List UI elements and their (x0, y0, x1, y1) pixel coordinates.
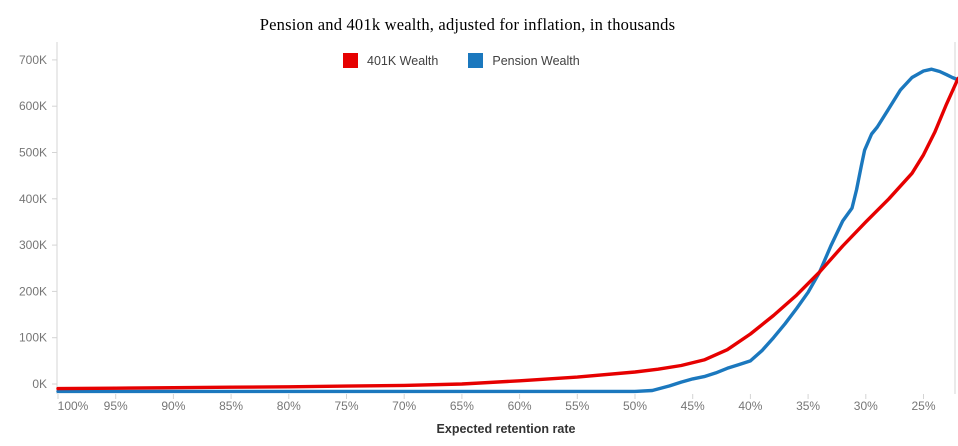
x-tick-label: 40% (738, 399, 762, 413)
x-tick-label: 70% (392, 399, 416, 413)
legend-label-401k: 401K Wealth (367, 53, 439, 68)
legend: 401K Wealth Pension Wealth (343, 53, 580, 68)
x-tick-label: 35% (796, 399, 820, 413)
x-tick-label: 85% (219, 399, 243, 413)
y-tick-label: 200K (19, 284, 47, 298)
y-tick-label: 100K (19, 331, 47, 345)
legend-item-pension-wealth[interactable]: Pension Wealth (468, 53, 580, 68)
x-tick-label: 90% (161, 399, 185, 413)
y-tick-label: 700K (19, 53, 47, 67)
x-axis-title: Expected retention rate (437, 422, 576, 436)
x-tick-label: 75% (334, 399, 358, 413)
x-tick-label: 65% (450, 399, 474, 413)
x-tick-label: 80% (277, 399, 301, 413)
series-line-pension-wealth[interactable] (56, 67, 958, 394)
x-tick-label: 55% (565, 399, 589, 413)
y-tick-label: 400K (19, 192, 47, 206)
series-line-401k-wealth[interactable] (56, 76, 958, 391)
legend-label-pension: Pension Wealth (492, 53, 580, 68)
y-tick-label: 300K (19, 238, 47, 252)
legend-swatch-401k-icon (343, 53, 358, 68)
x-tick-label: 45% (681, 399, 705, 413)
x-tick-label: 25% (911, 399, 935, 413)
y-tick-label: 500K (19, 146, 47, 160)
x-tick-label: 60% (508, 399, 532, 413)
chart-title: Pension and 401k wealth, adjusted for in… (259, 15, 676, 34)
y-tick-label: 600K (19, 99, 47, 113)
x-tick-label: 50% (623, 399, 647, 413)
x-tick-label: 30% (854, 399, 878, 413)
x-tick-label: 95% (104, 399, 128, 413)
legend-item-401k-wealth[interactable]: 401K Wealth (343, 53, 438, 68)
x-tick-label: 100% (58, 399, 89, 413)
legend-swatch-pension-icon (468, 53, 484, 68)
y-tick-label: 0K (32, 377, 47, 391)
